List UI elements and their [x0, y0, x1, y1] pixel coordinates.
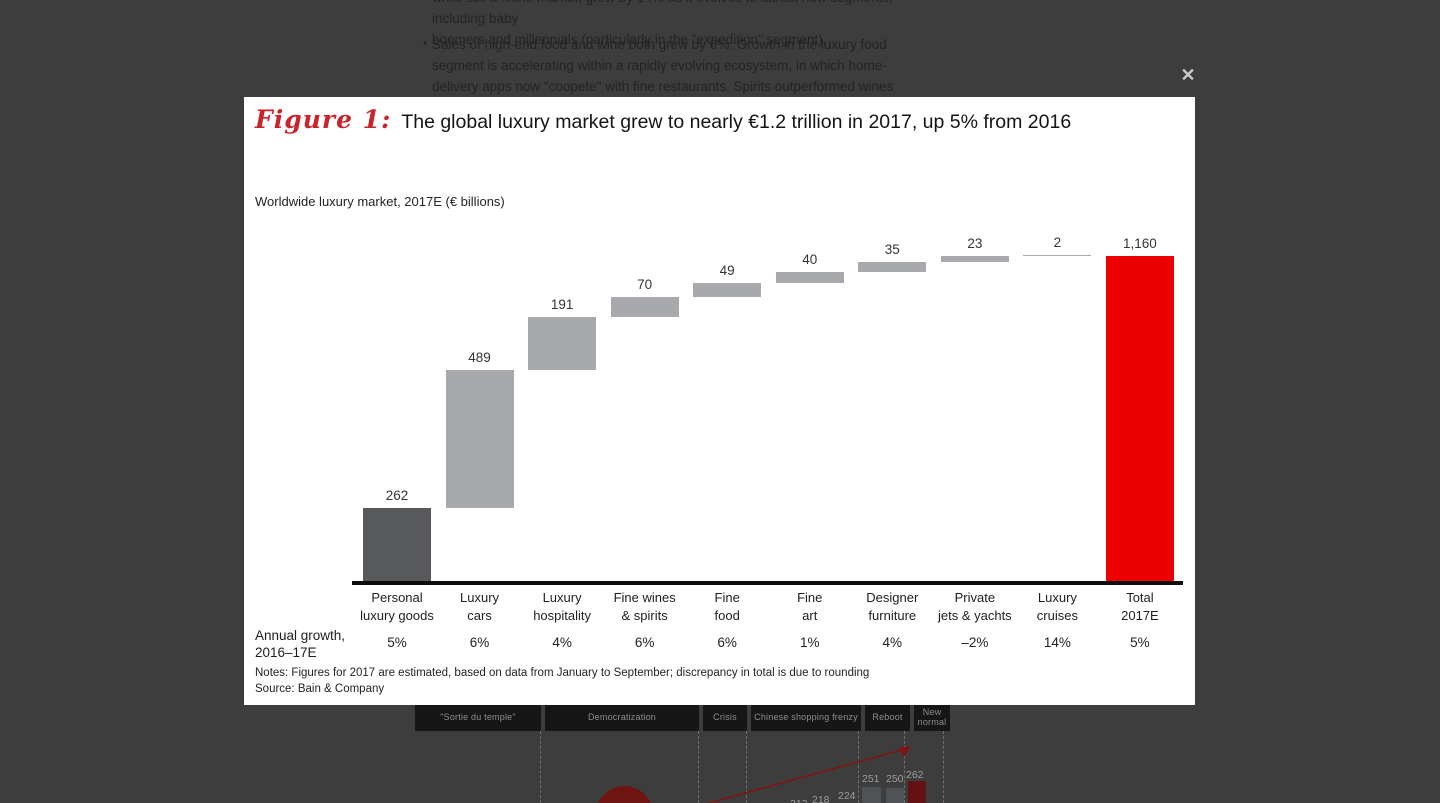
- growth-value: 6%: [634, 635, 655, 650]
- waterfall-bar-luxury-cruises: [1023, 255, 1092, 256]
- category-label: Fine art: [797, 590, 823, 623]
- growth-value: 6%: [717, 635, 737, 650]
- waterfall-plot: 262 489 191 70 49 40 35 23 2 1,160: [352, 235, 1183, 581]
- category-label: Designer furniture: [866, 590, 919, 623]
- timeline-dashed-line: [858, 731, 859, 803]
- mini-bar: [862, 787, 881, 803]
- timeline-era-box: New normal: [914, 702, 950, 731]
- highlight-circle: [596, 786, 653, 803]
- timeline-era-box: Chinese shopping frenzy: [751, 702, 861, 731]
- growth-value: 4%: [882, 635, 903, 650]
- bar-value-label: 2: [1053, 235, 1062, 251]
- growth-value: 6%: [469, 635, 490, 650]
- mini-bar-value: 250: [886, 773, 904, 785]
- growth-row-header: Annual growth, 2016–17E: [255, 628, 346, 660]
- timeline-era-row: "Sortie du temple" Democratization Crisis C…: [415, 702, 950, 731]
- figure-title-row: Figure 1: The global luxury market grew …: [255, 105, 1071, 134]
- growth-row: 5% 6% 4% 6% 6% 1% 4% –2% 14% 5%: [352, 635, 1183, 651]
- bar-value-label: 40: [802, 252, 818, 268]
- figure-modal: Figure 1: The global luxury market grew …: [244, 97, 1195, 705]
- chart-source: Source: Bain & Company: [255, 683, 385, 695]
- background-paragraph-line-clipped: while still a niche market, grew by 14% …: [432, 0, 893, 26]
- bar-value-label: 262: [385, 487, 409, 503]
- bullet-icon: •: [423, 36, 428, 50]
- timeline-dashed-line: [943, 731, 944, 803]
- waterfall-bar-fine-food: [693, 283, 762, 298]
- bar-value-label: 489: [468, 350, 491, 366]
- waterfall-bar-luxury-hospitality: [528, 316, 597, 371]
- waterfall-bar-fine-art: [775, 272, 844, 284]
- chart-notes: Notes: Figures for 2017 are estimated, b…: [255, 667, 870, 679]
- category-label: Luxury hospitality: [533, 590, 591, 623]
- background-paragraph: while still a niche market, grew by 14% …: [432, 0, 914, 50]
- category-label: Fine food: [714, 590, 740, 623]
- bar-value-label: 191: [550, 296, 574, 312]
- category-label: Personal luxury goods: [360, 590, 434, 623]
- bar-value-label: 1,160: [1123, 235, 1157, 251]
- figure-title: The global luxury market grew to nearly …: [401, 111, 1072, 133]
- timeline-era-box: "Sortie du temple": [415, 702, 541, 731]
- timeline-dashed-line: [746, 731, 747, 803]
- growth-value: –2%: [961, 635, 989, 650]
- growth-value: 14%: [1043, 635, 1071, 650]
- category-label: Private jets & yachts: [937, 590, 1012, 623]
- timeline-dashed-line: [904, 731, 905, 803]
- category-label: Luxury cruises: [1036, 590, 1078, 623]
- timeline-dashed-line: [540, 731, 541, 803]
- bar-value-label: 35: [884, 242, 900, 258]
- mini-bar-value: 218: [812, 794, 830, 803]
- bar-value-label: 49: [719, 263, 735, 279]
- close-icon[interactable]: ✕: [1180, 65, 1196, 85]
- mini-bar-value: 224: [838, 790, 856, 802]
- growth-value: 1%: [799, 635, 820, 650]
- growth-value: 4%: [552, 635, 572, 650]
- chart-subtitle: Worldwide luxury market, 2017E (€ billio…: [255, 194, 505, 209]
- growth-value: 5%: [1130, 635, 1150, 650]
- category-label: Fine wines & spirits: [613, 590, 676, 623]
- category-axis: Personal luxury goods Luxury cars Luxury hosp…: [352, 589, 1183, 625]
- waterfall-bar-fine-wines-spirits: [610, 297, 679, 317]
- bar-value-label: 70: [637, 277, 653, 293]
- timeline-dashed-line: [698, 731, 699, 803]
- bar-value-label: 23: [967, 235, 983, 251]
- waterfall-bar-personal-luxury-goods: [363, 507, 431, 581]
- waterfall-bar-luxury-cars: [445, 370, 514, 508]
- timeline-era-box: Reboot: [865, 702, 910, 731]
- mini-bar: [886, 788, 904, 803]
- background-bullet-paragraph: Sales of high-end food and wine both gre…: [432, 34, 916, 97]
- category-label: Luxury cars: [460, 590, 500, 623]
- waterfall-bar-designer-furniture: [858, 262, 927, 273]
- mini-bar-value: 262: [906, 769, 924, 781]
- background-paragraph-line: boomers and millennials (particularly in…: [432, 32, 827, 47]
- mini-bar: [908, 781, 926, 803]
- mini-bar-value: 251: [862, 773, 880, 785]
- x-axis-line: [352, 581, 1183, 585]
- background-bullet-line: segment is accelerating within a rapidly…: [432, 58, 887, 73]
- timeline-era-box: Crisis: [703, 702, 747, 731]
- category-label: Total 2017E: [1121, 590, 1159, 623]
- waterfall-bar-private-jets-yachts: [940, 255, 1009, 263]
- background-bullet-line: Sales of high-end food and wine both gre…: [432, 37, 887, 52]
- growth-value: 5%: [387, 635, 407, 650]
- background-bullet-line: delivery apps now "coopete" with fine re…: [432, 79, 894, 94]
- figure-number-label: Figure 1:: [255, 105, 392, 134]
- timeline-era-box: Democratization: [545, 702, 699, 731]
- mini-bar-value: 212: [790, 798, 808, 803]
- waterfall-bar-total-2017e: [1105, 255, 1174, 581]
